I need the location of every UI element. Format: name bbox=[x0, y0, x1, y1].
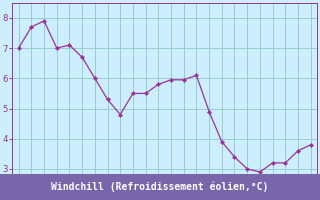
Text: Windchill (Refroidissement éolien,°C): Windchill (Refroidissement éolien,°C) bbox=[51, 182, 269, 192]
